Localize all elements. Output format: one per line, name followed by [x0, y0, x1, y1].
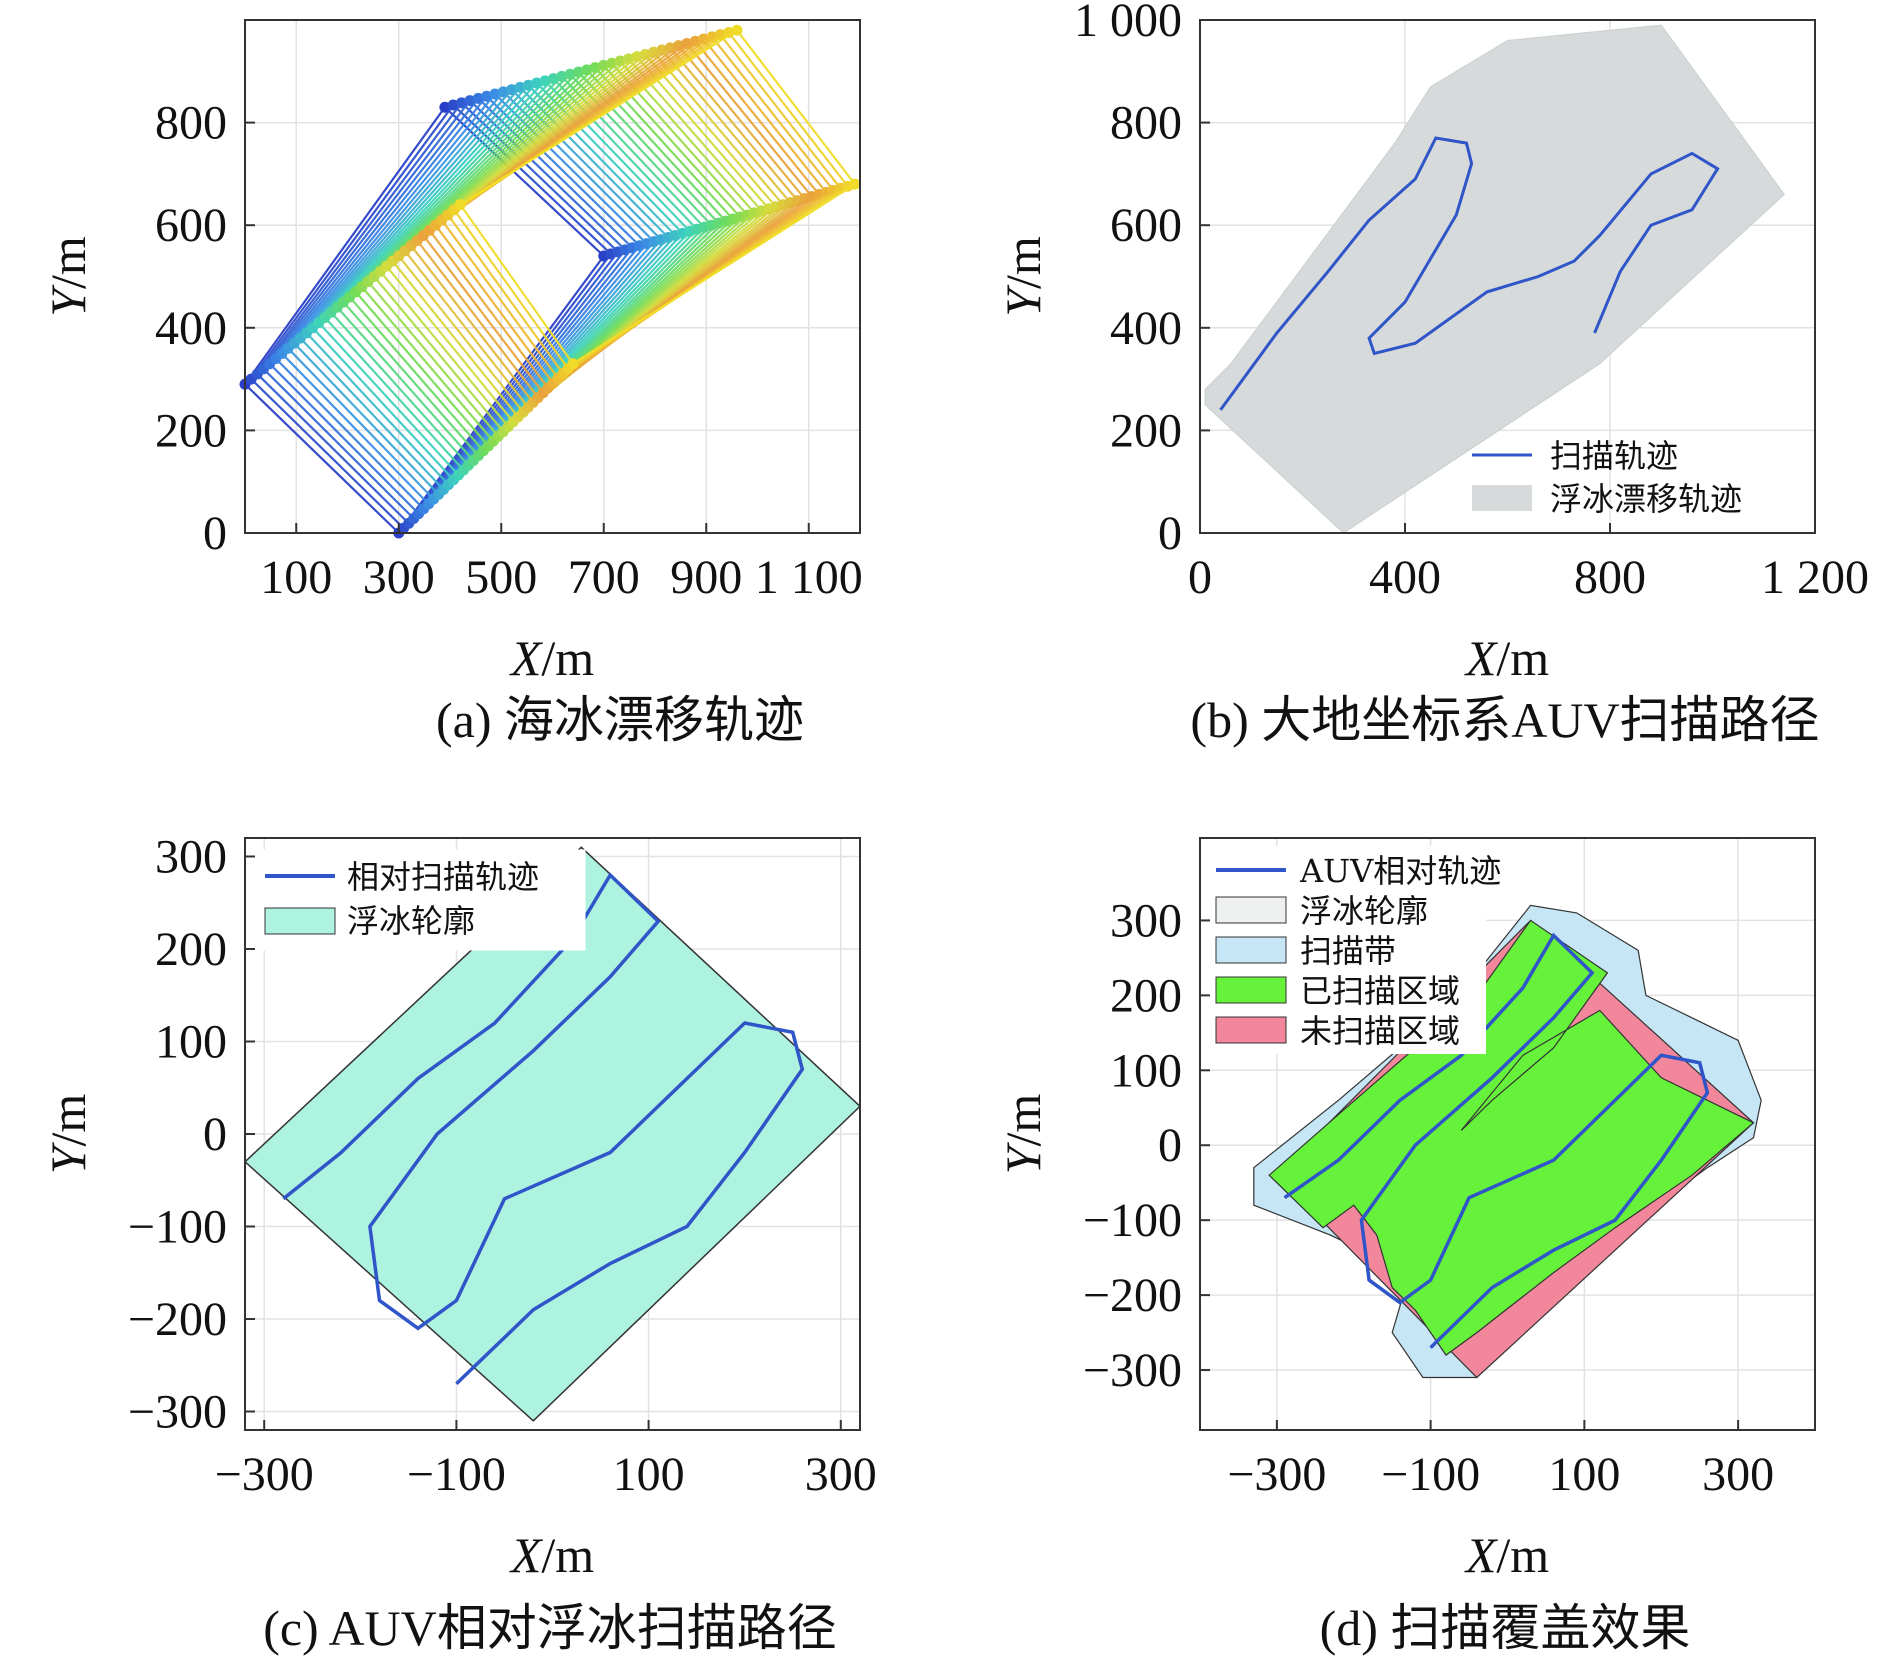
y-tick-label: 100	[155, 1016, 227, 1069]
x-tick-label: 1 100	[755, 551, 863, 604]
y-tick-label: −100	[128, 1201, 227, 1254]
x-tick-label: 300	[805, 1448, 877, 1501]
y-tick-label: 200	[155, 923, 227, 976]
legend-label-drift: 浮冰漂移轨迹	[1550, 480, 1742, 518]
legend-label: AUV相对轨迹	[1299, 852, 1501, 890]
drift-vertex-point	[481, 90, 493, 102]
x-tick-label: 500	[465, 551, 537, 604]
legend-swatch-floe	[264, 907, 336, 935]
x-tick-label: 0	[1188, 551, 1212, 604]
legend-swatch	[1215, 1016, 1287, 1044]
y-tick-label: 400	[1110, 302, 1182, 355]
x-tick-label: −300	[215, 1448, 314, 1501]
y-tick-label: 800	[1110, 97, 1182, 150]
x-tick-label: 1 200	[1761, 551, 1869, 604]
y-tick-label: 200	[1110, 969, 1182, 1022]
drift-vertex-point	[456, 97, 468, 109]
y-tick-label: 100	[1110, 1044, 1182, 1097]
drift-vertex-point	[439, 101, 451, 113]
x-axis-label: X/m	[1464, 630, 1549, 686]
y-axis-label: Y/m	[995, 1094, 1051, 1175]
legend-label-floe: 浮冰轮廓	[347, 902, 475, 940]
y-tick-label: 600	[1110, 199, 1182, 252]
y-tick-label: 1 000	[1074, 0, 1182, 47]
drift-vertex-point	[567, 358, 579, 370]
x-tick-label: 100	[613, 1448, 685, 1501]
scanned-region	[1268, 919, 1755, 1356]
y-tick-label: −300	[128, 1386, 227, 1439]
legend-label-track: 相对扫描轨迹	[347, 858, 539, 896]
drift-vertex-point	[849, 178, 861, 190]
y-tick-label: −200	[128, 1293, 227, 1346]
x-tick-label: 800	[1574, 551, 1646, 604]
x-tick-label: 100	[1548, 1448, 1620, 1501]
drift-vertex-point	[447, 99, 459, 111]
scan-track-line	[1219, 136, 1720, 411]
legend-swatch-drift	[1472, 485, 1532, 511]
y-tick-label: 800	[155, 97, 227, 150]
x-axis-label: X/m	[509, 630, 594, 686]
y-axis-label: Y/m	[995, 236, 1051, 317]
drift-vertex-point	[464, 95, 476, 107]
drift-vertex-point	[723, 26, 735, 38]
legend-label: 未扫描区域	[1300, 1012, 1460, 1050]
panel-caption: (d) 扫描覆盖效果	[1320, 1600, 1691, 1656]
y-tick-label: 200	[1110, 404, 1182, 457]
drift-swept-region	[1204, 24, 1785, 534]
legend-label-scan: 扫描轨迹	[1550, 437, 1678, 475]
x-tick-label: −300	[1227, 1448, 1326, 1501]
y-axis-label: Y/m	[40, 1094, 96, 1175]
x-tick-label: 300	[363, 551, 435, 604]
x-tick-label: −100	[1381, 1448, 1480, 1501]
drift-vertex-point	[454, 199, 466, 211]
plot-frame	[1199, 19, 1816, 534]
y-tick-label: 300	[1110, 894, 1182, 947]
y-tick-label: 300	[155, 831, 227, 884]
x-axis-label: X/m	[509, 1527, 594, 1583]
y-tick-label: 400	[155, 302, 227, 355]
legend-swatch	[1215, 936, 1287, 964]
x-tick-label: 900	[670, 551, 742, 604]
y-tick-label: 0	[203, 1108, 227, 1161]
y-tick-label: −200	[1083, 1269, 1182, 1322]
y-axis-label: Y/m	[40, 236, 96, 317]
panel-a: 100 300 500 700 900 1 100 0 200 400 600 800 X/m Y/m (…	[40, 19, 863, 748]
legend-label: 扫描带	[1300, 932, 1396, 970]
auv-relative-track-line	[1283, 932, 1710, 1349]
y-tick-label: −300	[1083, 1344, 1182, 1397]
y-tick-label: −100	[1083, 1194, 1182, 1247]
panel-caption: (a) 海冰漂移轨迹	[436, 692, 804, 748]
y-tick-label: 0	[1158, 507, 1182, 560]
legend-label: 已扫描区域	[1300, 972, 1460, 1010]
y-tick-label: 200	[155, 404, 227, 457]
x-tick-label: 100	[260, 551, 332, 604]
x-tick-label: 700	[568, 551, 640, 604]
x-axis-label: X/m	[1464, 1527, 1549, 1583]
x-tick-label: 300	[1702, 1448, 1774, 1501]
legend-swatch	[1215, 976, 1287, 1004]
plot-frame	[244, 19, 861, 534]
legend-label: 浮冰轮廓	[1300, 892, 1428, 930]
x-tick-label: 400	[1369, 551, 1441, 604]
y-tick-label: 600	[155, 199, 227, 252]
drift-vertex-point	[731, 24, 743, 36]
legend-swatch	[1215, 896, 1287, 924]
y-tick-label: 0	[1158, 1119, 1182, 1172]
y-tick-label: 0	[203, 507, 227, 560]
panel-caption: (b) 大地坐标系AUV扫描路径	[1190, 692, 1819, 748]
drift-vertex-point	[472, 92, 484, 104]
panel-caption: (c) AUV相对浮冰扫描路径	[263, 1600, 837, 1656]
x-tick-label: −100	[407, 1448, 506, 1501]
plot-frame	[1199, 837, 1816, 1431]
